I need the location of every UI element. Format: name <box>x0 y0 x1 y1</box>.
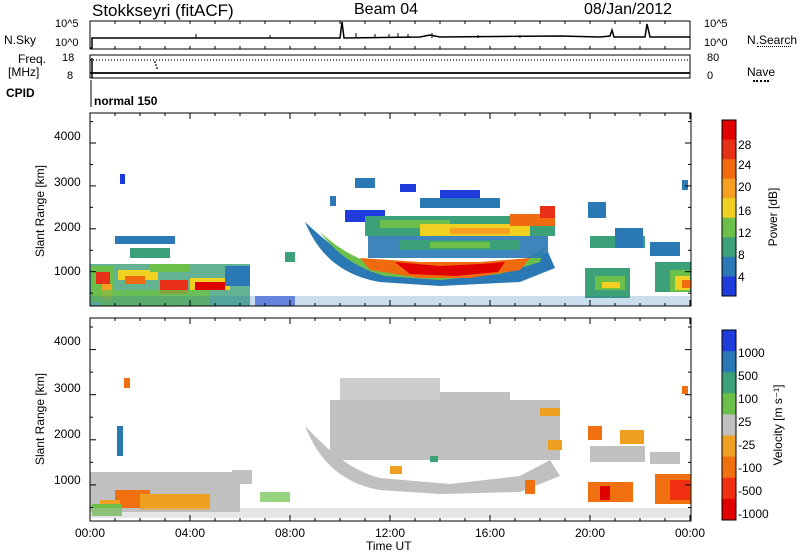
nave-top-value: 80 <box>707 52 720 64</box>
nsky-label: N.Sky <box>4 33 37 47</box>
vel-ytick-3000: 3000 <box>54 381 81 395</box>
power-ytick-1000: 1000 <box>54 264 81 278</box>
freq-unit-label: [MHz] <box>8 65 40 79</box>
beam-title: Beam 04 <box>354 1 419 18</box>
vel-cbar-tick-m1000: -1000 <box>738 507 769 521</box>
power-cbar-tick-20: 20 <box>738 180 752 194</box>
cpid-label: CPID <box>6 86 35 100</box>
velocity-cbar-label: Velocity [m s⁻¹] <box>771 384 785 466</box>
colorbar-segment <box>722 477 736 500</box>
vel-cbar-tick-m500: -500 <box>738 484 763 498</box>
cpid-mode: normal 150 <box>94 94 158 108</box>
colorbar-segment <box>722 178 736 199</box>
nsky-spikes <box>195 33 521 38</box>
station-title: Stokkseyri (fitACF) <box>92 1 234 20</box>
velocity-colorbar <box>721 329 737 521</box>
vel-ytick-1000: 1000 <box>54 473 81 487</box>
power-ylabel: Slant Range [km] <box>33 164 47 258</box>
vel-cbar-tick-25: 25 <box>738 415 752 429</box>
power-cbar-tick-28: 28 <box>738 138 752 152</box>
xtick-3: 12:00 <box>375 526 406 540</box>
power-data <box>90 174 691 306</box>
nsearch-legend-line <box>757 46 791 47</box>
power-cbar-tick-16: 16 <box>738 204 752 218</box>
colorbar-segment <box>722 159 736 180</box>
vel-cbar-tick-m100: -100 <box>738 461 763 475</box>
colorbar-segment <box>722 330 736 352</box>
colorbar-segment <box>722 393 736 415</box>
xtick-0: 00:00 <box>75 526 106 540</box>
nsky-scale-bottom: 10^0 <box>55 37 79 49</box>
date-title: 08/Jan/2012 <box>584 1 673 18</box>
colorbar-segment <box>722 120 736 141</box>
xtick-5: 20:00 <box>575 526 606 540</box>
nave-label: Nave <box>747 65 776 79</box>
x-axis-label: Time UT <box>366 539 412 553</box>
colorbar-segment <box>722 414 736 437</box>
vel-ytick-4000: 4000 <box>54 334 81 348</box>
power-ytick-2000: 2000 <box>54 220 81 234</box>
nsky-trace <box>90 21 690 49</box>
colorbar-segment <box>722 351 736 373</box>
freq-top-value: 18 <box>62 52 75 64</box>
colorbar-segment <box>722 372 736 394</box>
vel-ytick-2000: 2000 <box>54 427 81 441</box>
power-cbar-tick-8: 8 <box>738 248 745 262</box>
power-cbar-tick-4: 4 <box>738 270 745 284</box>
colorbar-segment <box>722 139 736 160</box>
colorbar-segment <box>722 217 736 238</box>
nave-bottom-value: 0 <box>707 70 714 82</box>
power-cbar-tick-24: 24 <box>738 158 752 172</box>
nsearch-scale-top: 10^5 <box>704 18 728 30</box>
colorbar-segment <box>722 256 736 277</box>
freq-bottom-value: 8 <box>67 70 74 82</box>
colorbar-segment <box>722 456 736 479</box>
vel-cbar-tick-1000: 1000 <box>738 346 765 360</box>
nsearch-label: N.Search <box>747 33 798 47</box>
nsky-scale-top: 10^5 <box>55 18 79 30</box>
xtick-6: 00:00 <box>675 526 706 540</box>
velocity-data <box>90 378 691 518</box>
xtick-4: 16:00 <box>475 526 506 540</box>
vel-cbar-tick-100: 100 <box>738 392 759 406</box>
power-cbar-tick-12: 12 <box>738 226 752 240</box>
colorbar-segment <box>722 435 736 458</box>
xtick-1: 04:00 <box>175 526 206 540</box>
power-colorbar <box>721 119 737 297</box>
xtick-2: 08:00 <box>275 526 306 540</box>
vel-cbar-tick-500: 500 <box>738 369 759 383</box>
axis-ticks <box>89 21 691 521</box>
colorbar-segment <box>722 498 736 521</box>
power-cbar-label: Power [dB] <box>766 187 780 247</box>
vel-cbar-tick-m25: -25 <box>738 438 756 452</box>
power-ytick-4000: 4000 <box>54 129 81 143</box>
colorbar-segment <box>722 198 736 219</box>
freq-panel <box>89 54 691 107</box>
freq-label: Freq. <box>18 52 47 66</box>
nsky-panel <box>89 20 691 50</box>
velocity-ylabel: Slant Range [km] <box>33 372 47 466</box>
colorbar-segment <box>722 276 736 297</box>
nave-legend-line <box>753 80 769 82</box>
nsearch-scale-bottom: 10^0 <box>704 37 728 49</box>
power-ytick-3000: 3000 <box>54 175 81 189</box>
colorbar-segment <box>722 237 736 258</box>
